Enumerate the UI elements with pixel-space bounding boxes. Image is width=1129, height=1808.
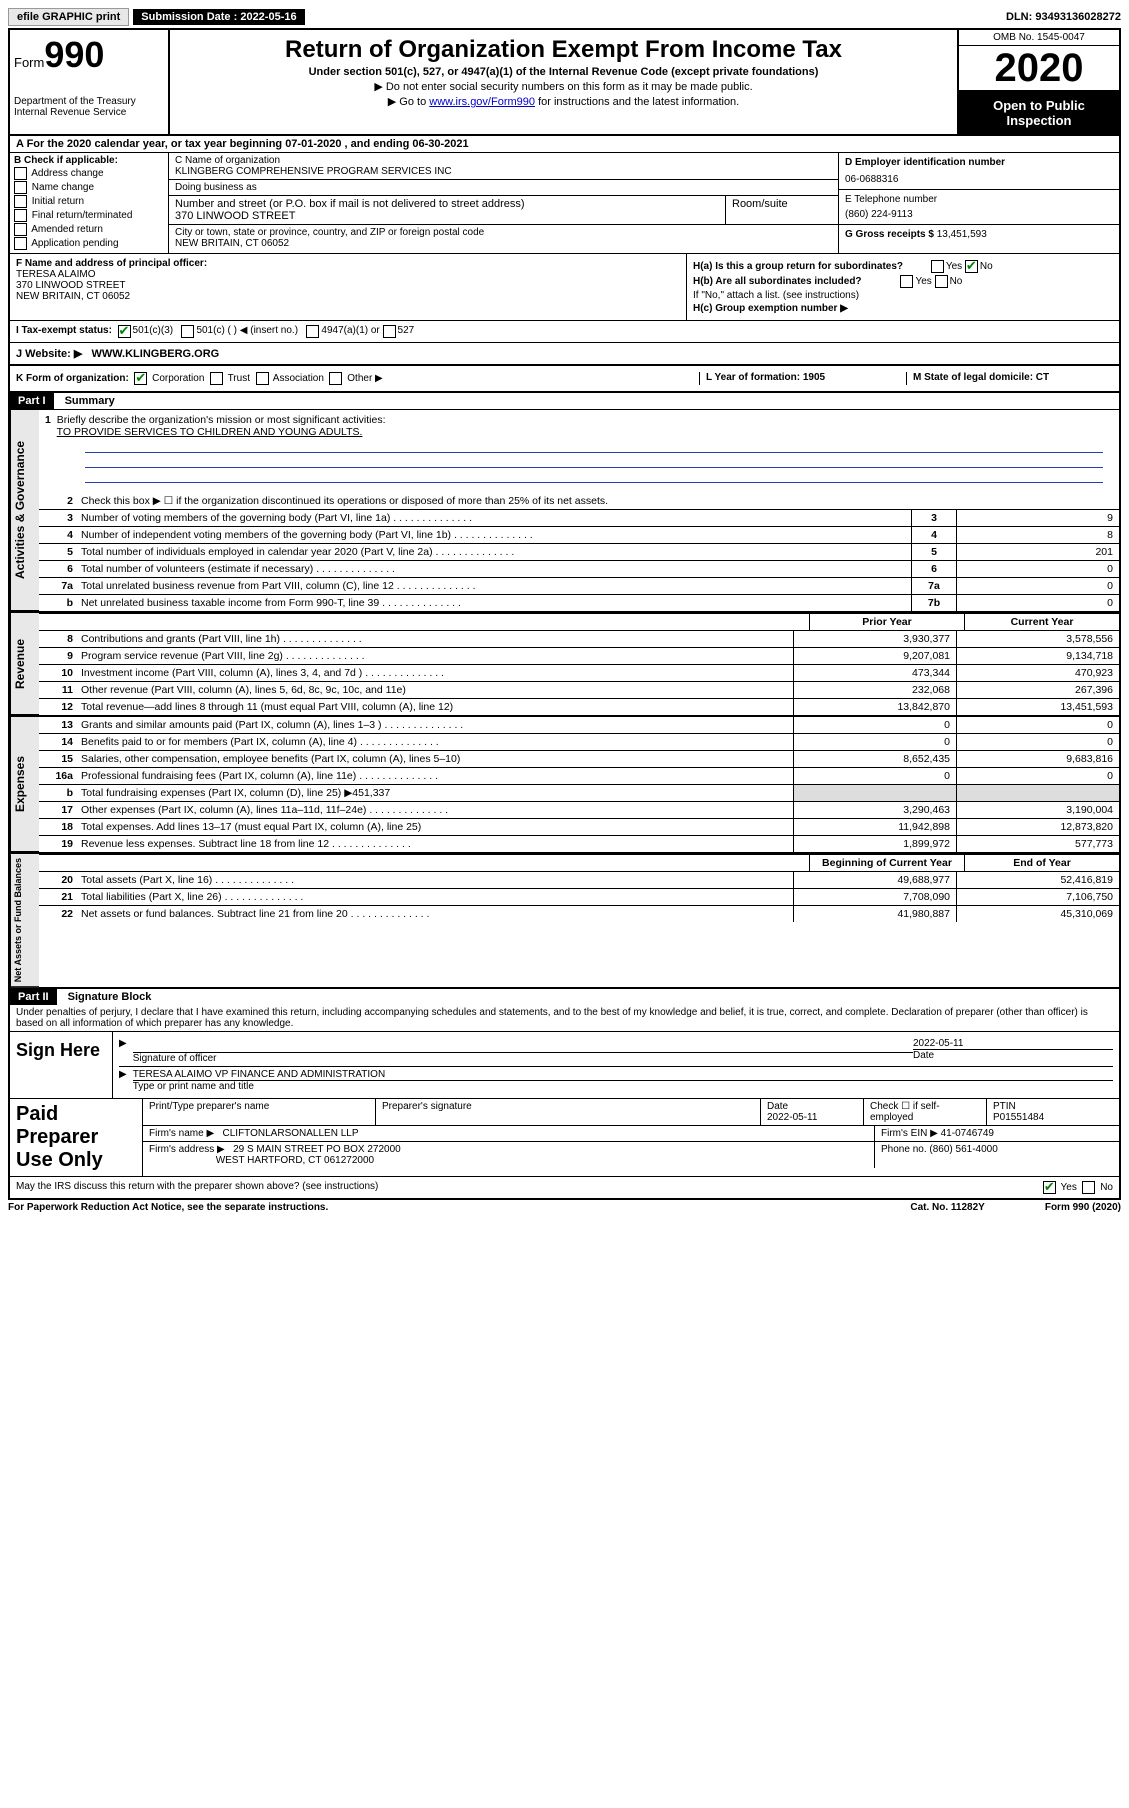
year-formation: L Year of formation: 1905 [699,372,906,385]
form-title: Return of Organization Exempt From Incom… [178,36,949,64]
expenses-block: Expenses 13Grants and similar amounts pa… [10,715,1119,852]
section-bcd: B Check if applicable: Address change Na… [10,153,1119,254]
firm-phone: (860) 561-4000 [929,1144,997,1155]
dba-row: Doing business as [169,180,838,196]
form-header: Form990 Department of the Treasury Inter… [10,30,1119,136]
revenue-block: Revenue Prior YearCurrent Year 8Contribu… [10,611,1119,715]
header-left: Form990 Department of the Treasury Inter… [10,30,170,134]
chk-501c[interactable] [181,325,194,338]
header-center: Return of Organization Exempt From Incom… [170,30,957,134]
chk-amended[interactable] [14,223,27,236]
penalty-text: Under penalties of perjury, I declare th… [10,1005,1119,1032]
section-fgh: F Name and address of principal officer:… [10,254,1119,321]
open-public-badge: Open to Public Inspection [959,92,1119,134]
chk-trust[interactable] [210,372,223,385]
chk-hb-no[interactable] [935,275,948,288]
sign-here-label: Sign Here [10,1032,113,1098]
paid-preparer-block: Paid Preparer Use Only Print/Type prepar… [10,1099,1119,1176]
col-h-group: H(a) Is this a group return for subordin… [687,254,1119,320]
telephone: (860) 224-9113 [845,209,1113,220]
dln-label: DLN: 93493136028272 [1006,11,1121,23]
side-governance: Activities & Governance [10,410,39,611]
subtitle-1: Under section 501(c), 527, or 4947(a)(1)… [178,66,949,78]
ptin: P01551484 [993,1112,1044,1123]
chk-initial-return[interactable] [14,195,27,208]
firm-ein: 41-0746749 [941,1128,994,1139]
chk-name-change[interactable] [14,181,27,194]
org-name: KLINGBERG COMPREHENSIVE PROGRAM SERVICES… [175,166,832,177]
side-expenses: Expenses [10,717,39,852]
col-c-org-info: C Name of organization KLINGBERG COMPREH… [169,153,838,253]
form-number: Form990 [14,34,164,76]
sign-here-row: Sign Here ▶ Signature of officer 2022-05… [10,1032,1119,1099]
efile-print-button[interactable]: efile GRAPHIC print [8,8,129,26]
part2-title: Signature Block [68,991,152,1003]
chk-501c3[interactable] [118,325,131,338]
chk-discuss-yes[interactable] [1043,1181,1056,1194]
chk-527[interactable] [383,325,396,338]
side-revenue: Revenue [10,613,39,715]
tax-year: 2020 [959,46,1119,92]
subtitle-2: ▶ Do not enter social security numbers o… [178,80,949,93]
part1-badge: Part I [10,393,54,409]
mission-text: TO PROVIDE SERVICES TO CHILDREN AND YOUN… [57,426,363,438]
chk-4947[interactable] [306,325,319,338]
chk-ha-yes[interactable] [931,260,944,273]
submission-date-label: Submission Date : 2022-05-16 [133,9,304,25]
col-b-checkboxes: B Check if applicable: Address change Na… [10,153,169,253]
omb-number: OMB No. 1545-0047 [959,30,1119,46]
part1-header-row: Part I Summary [10,393,1119,410]
netassets-block: Net Assets or Fund Balances Beginning of… [10,852,1119,989]
chk-discuss-no[interactable] [1082,1181,1095,1194]
chk-corp[interactable] [134,372,147,385]
header-right: OMB No. 1545-0047 2020 Open to Public In… [957,30,1119,134]
chk-hb-yes[interactable] [900,275,913,288]
subtitle-3: ▶ Go to www.irs.gov/Form990 for instruct… [178,95,949,108]
col-f-officer: F Name and address of principal officer:… [10,254,687,320]
dept-label: Department of the Treasury Internal Reve… [14,96,164,118]
irs-discuss-row: May the IRS discuss this return with the… [10,1176,1119,1198]
side-netassets: Net Assets or Fund Balances [10,854,39,987]
page-footer: For Paperwork Reduction Act Notice, see … [8,1200,1121,1215]
col-d-ein: D Employer identification number 06-0688… [838,153,1119,253]
chk-address-change[interactable] [14,167,27,180]
street-address: 370 LINWOOD STREET [175,210,719,222]
ein-value: 06-0688316 [845,174,1113,185]
chk-assoc[interactable] [256,372,269,385]
state-domicile: M State of legal domicile: CT [906,372,1113,385]
city-state-zip: NEW BRITAIN, CT 06052 [175,238,832,249]
top-toolbar: efile GRAPHIC print Submission Date : 20… [8,8,1121,26]
part2-badge: Part II [10,989,57,1005]
chk-ha-no[interactable] [965,260,978,273]
chk-other[interactable] [329,372,342,385]
firm-name: CLIFTONLARSONALLEN LLP [223,1128,359,1139]
part2-header-row: Part II Signature Block [10,989,1119,1005]
part1-title: Summary [65,395,115,407]
gross-receipts: 13,451,593 [937,229,987,240]
chk-app-pending[interactable] [14,237,27,250]
governance-block: Activities & Governance 1 Briefly descri… [10,410,1119,611]
row-j-website: J Website: ▶ WWW.KLINGBERG.ORG [10,343,1119,366]
row-a-tax-year: A For the 2020 calendar year, or tax yea… [10,136,1119,153]
paid-preparer-label: Paid Preparer Use Only [10,1099,143,1176]
officer-name: TERESA ALAIMO VP FINANCE AND ADMINISTRAT… [133,1069,1113,1081]
chk-final-return[interactable] [14,209,27,222]
row-k-org-form: K Form of organization: Corporation Trus… [10,366,1119,393]
website-url[interactable]: WWW.KLINGBERG.ORG [92,348,220,360]
room-suite: Room/suite [726,196,838,224]
form990-link[interactable]: www.irs.gov/Form990 [429,96,535,108]
form-container: Form990 Department of the Treasury Inter… [8,28,1121,1200]
row-i-tax-status: I Tax-exempt status: 501(c)(3) 501(c) ( … [10,321,1119,343]
